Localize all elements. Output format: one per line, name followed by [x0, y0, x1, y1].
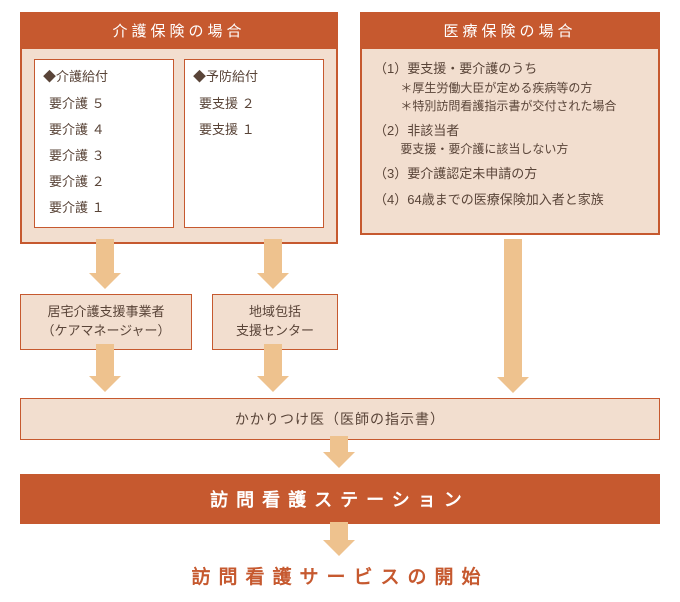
arrow-iryo [500, 239, 526, 393]
iryo-item-sub: ＊厚生労働大臣が定める疾病等の方 [374, 79, 646, 97]
list-item: 要介護 １ [43, 193, 165, 219]
kaigo-body: ◆介護給付 要介護 ５ 要介護 ４ 要介護 ３ 要介護 ２ 要介護 １ ◆予防給… [20, 49, 338, 244]
list-item: 要介護 ５ [43, 89, 165, 115]
iryo-item-label: （2）非該当者 [374, 121, 646, 141]
arrow-mid-left [92, 344, 118, 392]
list-item: 要介護 ３ [43, 141, 165, 167]
service-start-label: 訪問看護サービスの開始 [20, 562, 660, 589]
list-item: 要介護 ４ [43, 115, 165, 141]
iryo-item-sub: 要支援・要介護に該当しない方 [374, 140, 646, 158]
care-manager-line2: （ケアマネージャー） [25, 322, 187, 341]
kaigo-col-prevent: ◆予防給付 要支援 ２ 要支援 １ [184, 59, 324, 228]
care-manager-line1: 居宅介護支援事業者 [25, 303, 187, 322]
iryo-insurance-panel: 医療保険の場合 （1）要支援・要介護のうち ＊厚生労働大臣が定める疾病等の方 ＊… [360, 12, 660, 235]
arrow-doctor [326, 436, 352, 468]
list-item: 要介護 ２ [43, 167, 165, 193]
list-item: 要支援 １ [193, 115, 315, 141]
iryo-item-2: （2）非該当者 要支援・要介護に該当しない方 [374, 121, 646, 159]
doctor-box: かかりつけ医（医師の指示書） [20, 398, 660, 440]
kaigo-col-prevent-title: ◆予防給付 [193, 66, 315, 85]
kaigo-col-care-title: ◆介護給付 [43, 66, 165, 85]
arrow-kaigo-right [260, 239, 286, 289]
iryo-item-3: （3）要介護認定未申請の方 [374, 164, 646, 184]
care-manager-box: 居宅介護支援事業者 （ケアマネージャー） [20, 294, 192, 350]
iryo-title: 医療保険の場合 [360, 12, 660, 49]
arrow-mid-right [260, 344, 286, 392]
kaigo-insurance-panel: 介護保険の場合 ◆介護給付 要介護 ５ 要介護 ４ 要介護 ３ 要介護 ２ 要介… [20, 12, 338, 244]
support-center-box: 地域包括 支援センター [212, 294, 338, 350]
support-center-line1: 地域包括 [217, 303, 333, 322]
iryo-item-label: （3）要介護認定未申請の方 [374, 164, 646, 184]
iryo-item-1: （1）要支援・要介護のうち ＊厚生労働大臣が定める疾病等の方 ＊特別訪問看護指示… [374, 59, 646, 115]
list-item: 要支援 ２ [193, 89, 315, 115]
iryo-item-4: （4）64歳までの医療保険加入者と家族 [374, 190, 646, 210]
iryo-item-label: （4）64歳までの医療保険加入者と家族 [374, 190, 646, 210]
nursing-station-box: 訪問看護ステーション [20, 474, 660, 524]
support-center-line2: 支援センター [217, 322, 333, 341]
kaigo-col-care: ◆介護給付 要介護 ５ 要介護 ４ 要介護 ３ 要介護 ２ 要介護 １ [34, 59, 174, 228]
iryo-item-sub: ＊特別訪問看護指示書が交付された場合 [374, 97, 646, 115]
arrow-kaigo-left [92, 239, 118, 289]
arrow-station [326, 522, 352, 556]
kaigo-title: 介護保険の場合 [20, 12, 338, 49]
iryo-body: （1）要支援・要介護のうち ＊厚生労働大臣が定める疾病等の方 ＊特別訪問看護指示… [360, 49, 660, 235]
iryo-item-label: （1）要支援・要介護のうち [374, 59, 646, 79]
